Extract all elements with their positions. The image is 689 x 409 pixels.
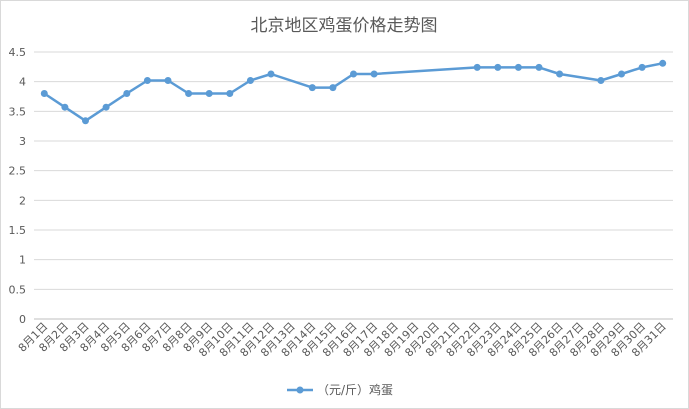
data-point[interactable]	[185, 90, 193, 97]
chart-title: 北京地区鸡蛋价格走势图	[251, 16, 438, 36]
data-point[interactable]	[329, 84, 337, 92]
data-point[interactable]	[556, 70, 564, 78]
y-tick-label: 4	[19, 76, 26, 89]
gridlines	[34, 51, 673, 320]
x-axis-ticks: 8月1日8月2日8月3日8月4日8月5日8月6日8月7日8月8日8月9日8月10…	[16, 320, 669, 360]
data-point[interactable]	[535, 63, 543, 71]
y-tick-label: 2	[19, 194, 26, 207]
data-point[interactable]	[226, 90, 234, 97]
legend-dot-marker	[296, 386, 304, 394]
y-tick-label: 0.5	[9, 283, 27, 296]
data-point[interactable]	[102, 103, 110, 111]
data-point[interactable]	[82, 117, 89, 125]
data-point[interactable]	[638, 63, 646, 71]
data-point[interactable]	[659, 59, 667, 67]
data-point[interactable]	[143, 77, 151, 84]
data-point[interactable]	[514, 63, 522, 71]
data-point[interactable]	[246, 77, 254, 84]
data-point[interactable]	[61, 103, 69, 111]
data-point[interactable]	[267, 70, 275, 78]
data-point[interactable]	[473, 63, 481, 71]
series-layer	[40, 59, 667, 125]
legend[interactable]: （元/斤）鸡蛋	[287, 382, 393, 397]
y-tick-label: 1	[19, 254, 26, 267]
y-axis-ticks: 0 0.5 1 1.5 2 2.5 3 3.5 4 4.5	[9, 46, 27, 326]
y-tick-label: 1.5	[9, 224, 27, 237]
y-tick-label: 2.5	[9, 165, 27, 178]
data-point[interactable]	[164, 77, 172, 84]
data-point[interactable]	[370, 70, 378, 78]
y-tick-label: 4.5	[9, 46, 27, 59]
legend-label: （元/斤）鸡蛋	[317, 382, 393, 397]
data-point[interactable]	[123, 90, 131, 97]
data-point[interactable]	[350, 70, 357, 78]
y-tick-label: 0	[19, 313, 26, 326]
data-point[interactable]	[618, 70, 625, 78]
y-tick-label: 3	[19, 135, 26, 148]
data-point[interactable]	[40, 90, 48, 97]
y-tick-label: 3.5	[9, 105, 27, 118]
data-point[interactable]	[494, 63, 502, 71]
data-point[interactable]	[205, 90, 213, 97]
data-point[interactable]	[308, 84, 316, 92]
data-point[interactable]	[597, 77, 605, 84]
